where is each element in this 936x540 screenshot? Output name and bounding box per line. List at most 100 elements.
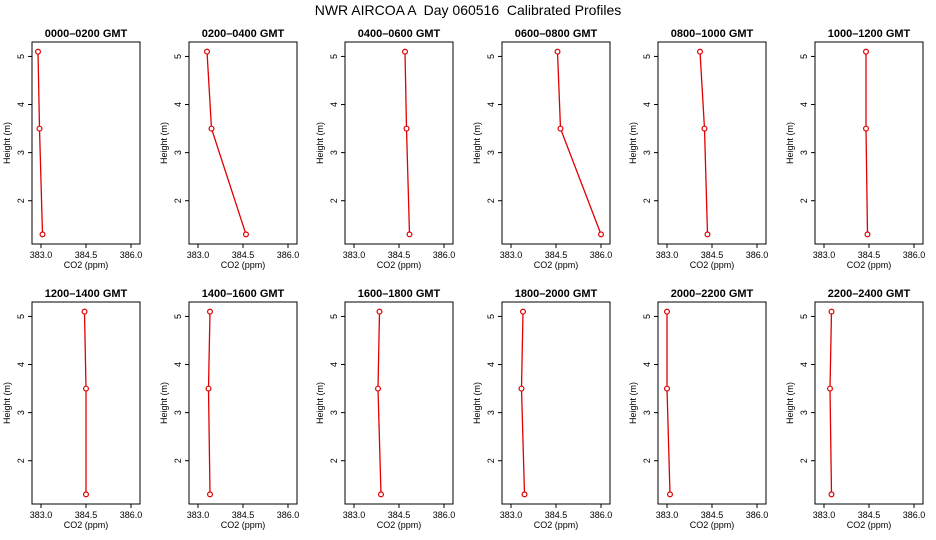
- x-tick-label: 384.5: [545, 510, 568, 520]
- y-tick-label: 5: [329, 54, 339, 59]
- y-tick-label: 5: [642, 314, 652, 319]
- data-point: [521, 491, 528, 498]
- y-tick-label: 3: [642, 150, 652, 155]
- y-tick-label: 4: [16, 362, 26, 367]
- panel-title: 0800–1000 GMT: [671, 28, 754, 40]
- x-tick-label: 383.0: [343, 510, 366, 520]
- y-axis-label: Height (m): [785, 382, 795, 424]
- data-point: [208, 125, 215, 132]
- data-point: [704, 231, 711, 238]
- data-point: [557, 125, 564, 132]
- x-tick-label: 386.0: [746, 250, 769, 260]
- data-point: [204, 48, 211, 55]
- y-tick-label: 2: [642, 198, 652, 203]
- plot-frame: [501, 301, 611, 505]
- x-tick-label: 384.5: [75, 510, 98, 520]
- x-tick-label: 383.0: [500, 250, 523, 260]
- y-tick-label: 2: [486, 198, 496, 203]
- x-tick-label: 384.5: [75, 250, 98, 260]
- panel-title: 0400–0600 GMT: [358, 28, 441, 40]
- x-tick-label: 384.5: [701, 510, 724, 520]
- x-axis-label: CO2 (ppm): [534, 260, 579, 270]
- x-tick-label: 386.0: [277, 510, 300, 520]
- y-tick-label: 5: [173, 314, 183, 319]
- x-tick-label: 384.5: [545, 250, 568, 260]
- data-point: [36, 125, 43, 132]
- y-tick-label: 4: [799, 102, 809, 107]
- x-tick-label: 384.5: [858, 510, 881, 520]
- y-tick-label: 5: [486, 54, 496, 59]
- x-axis-label: CO2 (ppm): [64, 260, 109, 270]
- y-axis-label: Height (m): [159, 122, 169, 164]
- data-point: [862, 48, 869, 55]
- y-axis-label: Height (m): [315, 382, 325, 424]
- y-tick-label: 5: [173, 54, 183, 59]
- x-tick-label: 386.0: [277, 250, 300, 260]
- data-point: [378, 491, 385, 498]
- data-point: [666, 491, 673, 498]
- panel-title: 1600–1800 GMT: [358, 288, 441, 300]
- data-point: [864, 231, 871, 238]
- y-tick-label: 3: [173, 150, 183, 155]
- x-tick-label: 386.0: [433, 250, 456, 260]
- y-tick-label: 2: [173, 458, 183, 463]
- data-point: [828, 308, 835, 315]
- profile-line: [206, 51, 247, 235]
- plot-frame: [657, 301, 767, 505]
- panel-title: 0600–0800 GMT: [515, 28, 598, 40]
- y-axis-label: Height (m): [628, 122, 638, 164]
- y-tick-label: 4: [642, 362, 652, 367]
- x-axis-label: CO2 (ppm): [690, 520, 735, 530]
- y-tick-label: 3: [16, 410, 26, 415]
- y-tick-label: 5: [16, 54, 26, 59]
- panel-title: 1200–1400 GMT: [45, 288, 128, 300]
- x-tick-label: 383.0: [187, 250, 210, 260]
- data-point: [205, 385, 212, 392]
- profile-line: [207, 311, 211, 495]
- plot-frame: [344, 301, 454, 505]
- y-tick-label: 2: [799, 458, 809, 463]
- profile-line: [83, 311, 87, 495]
- y-tick-label: 4: [486, 102, 496, 107]
- chart-title: NWR AIRCOA A Day 060516 Calibrated Profi…: [314, 2, 622, 18]
- data-point: [406, 231, 413, 238]
- y-axis-label: Height (m): [472, 122, 482, 164]
- x-tick-label: 383.0: [813, 250, 836, 260]
- data-point: [862, 125, 869, 132]
- x-tick-label: 383.0: [500, 510, 523, 520]
- x-tick-label: 383.0: [813, 510, 836, 520]
- y-tick-label: 5: [16, 314, 26, 319]
- x-tick-label: 386.0: [590, 250, 613, 260]
- x-tick-label: 383.0: [30, 250, 53, 260]
- profile-line: [404, 51, 411, 235]
- y-axis-label: Height (m): [159, 382, 169, 424]
- data-point: [597, 231, 604, 238]
- y-axis-label: Height (m): [315, 122, 325, 164]
- data-point: [34, 48, 41, 55]
- y-tick-label: 4: [486, 362, 496, 367]
- x-tick-label: 383.0: [343, 250, 366, 260]
- y-axis-label: Height (m): [472, 382, 482, 424]
- data-point: [663, 385, 670, 392]
- y-tick-label: 4: [799, 362, 809, 367]
- profile-line: [865, 51, 869, 235]
- data-point: [519, 308, 526, 315]
- x-tick-label: 386.0: [120, 250, 143, 260]
- y-tick-label: 2: [799, 198, 809, 203]
- profile-line: [556, 51, 602, 235]
- x-axis-label: CO2 (ppm): [690, 260, 735, 270]
- y-tick-label: 3: [799, 410, 809, 415]
- y-axis-label: Height (m): [785, 122, 795, 164]
- y-tick-label: 2: [16, 458, 26, 463]
- profile-line: [829, 311, 833, 495]
- panel-title: 1000–1200 GMT: [828, 28, 911, 40]
- x-axis-label: CO2 (ppm): [847, 520, 892, 530]
- profile-line: [666, 311, 671, 495]
- data-point: [663, 308, 670, 315]
- panel-title: 0000–0200 GMT: [45, 28, 128, 40]
- plot-frame: [501, 41, 611, 245]
- panel-title: 2000–2200 GMT: [671, 288, 754, 300]
- y-tick-label: 2: [642, 458, 652, 463]
- y-tick-label: 3: [329, 410, 339, 415]
- data-point: [82, 385, 89, 392]
